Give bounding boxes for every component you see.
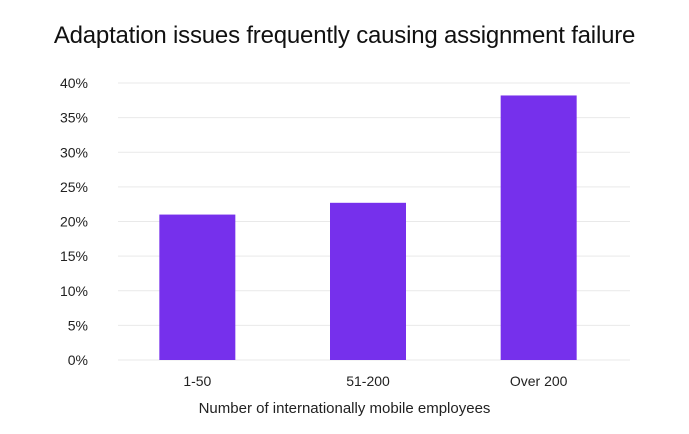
x-tick-label: 51-200 (346, 373, 390, 389)
x-axis-ticks: 1-50 51-200 Over 200 (183, 373, 567, 389)
bar-over-200 (500, 95, 577, 360)
y-tick-label: 35% (60, 110, 88, 126)
y-tick-label: 0% (68, 352, 88, 368)
y-tick-label: 30% (60, 144, 88, 160)
bar-51-200 (330, 202, 406, 360)
y-tick-label: 20% (60, 214, 88, 230)
bars (159, 95, 577, 360)
x-axis-title: Number of internationally mobile employe… (198, 400, 491, 417)
y-tick-label: 15% (60, 248, 88, 264)
y-tick-label: 10% (60, 283, 88, 299)
bar-1-50 (159, 214, 236, 360)
y-tick-label: 5% (68, 317, 88, 333)
x-tick-label: Over 200 (510, 373, 568, 389)
chart-title: Adaptation issues frequently causing ass… (53, 22, 636, 49)
y-tick-label: 40% (60, 75, 88, 91)
x-tick-label: 1-50 (183, 373, 211, 389)
y-tick-label: 25% (60, 179, 88, 195)
y-axis-ticks: 0% 5% 10% 15% 20% 25% 30% 35% 40% (60, 75, 88, 368)
